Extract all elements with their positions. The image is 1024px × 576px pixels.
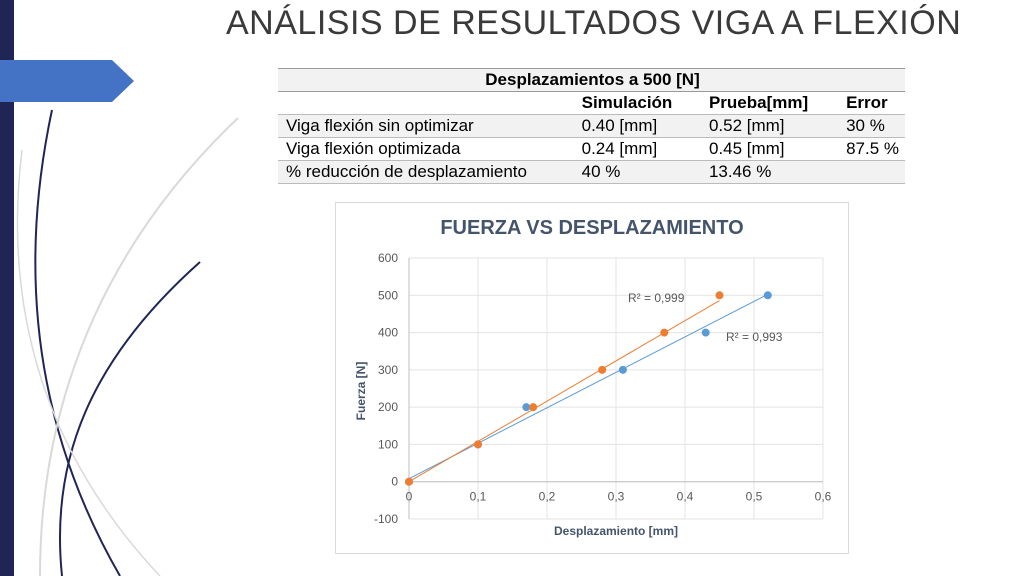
x-tick-label: 0,5 bbox=[746, 490, 763, 504]
data-point bbox=[660, 328, 669, 337]
decorative-swooshes bbox=[16, 109, 239, 576]
table-cell: 87.5 % bbox=[838, 137, 905, 161]
table-header: Desplazamientos a 500 [N] bbox=[278, 68, 905, 92]
table-cell bbox=[838, 160, 905, 184]
x-tick-label: 0,1 bbox=[470, 490, 487, 504]
x-tick-label: 0,4 bbox=[677, 490, 694, 504]
trendline bbox=[408, 293, 769, 480]
r-squared-annotation: R² = 0,993 bbox=[726, 330, 783, 344]
results-table: Desplazamientos a 500 [N] Simulación Pru… bbox=[278, 68, 905, 184]
table-column-headers: Simulación Prueba[mm] Error bbox=[278, 91, 905, 115]
chart-title: FUERZA VS DESPLAZAMIENTO bbox=[440, 217, 743, 239]
y-tick-label: 200 bbox=[378, 400, 398, 414]
x-tick-label: 0,6 bbox=[815, 490, 832, 504]
data-point bbox=[474, 440, 482, 449]
slide-title: ANÁLISIS DE RESULTADOS VIGA A FLEXIÓN bbox=[226, 4, 962, 42]
y-tick-label: 500 bbox=[378, 288, 398, 302]
data-point bbox=[598, 365, 607, 374]
data-point bbox=[522, 403, 531, 412]
table-cell: 0.45 [mm] bbox=[700, 137, 839, 161]
y-tick-label: 600 bbox=[378, 251, 398, 265]
x-tick-label: 0,3 bbox=[608, 490, 625, 504]
table-row: Viga flexión optimizada 0.24 [mm] 0.45 [… bbox=[278, 137, 905, 161]
plot-area: -100 0 100 200 300 400 500 600 0 0,1 0,2 0,3 0,4 0,5 0… bbox=[374, 251, 832, 526]
table-cell: 13.46 % bbox=[700, 160, 839, 184]
title-arrow-shape bbox=[0, 60, 134, 102]
table-cell: 0.40 [mm] bbox=[573, 114, 701, 138]
table-cell: Viga flexión optimizada bbox=[278, 137, 574, 161]
column-header: Simulación bbox=[573, 91, 701, 115]
data-point bbox=[618, 365, 627, 374]
column-header: Error bbox=[838, 91, 905, 115]
data-point bbox=[529, 403, 538, 412]
table-cell: 0.24 [mm] bbox=[573, 137, 701, 161]
column-header bbox=[278, 91, 574, 115]
table-cell: Viga flexión sin optimizar bbox=[278, 114, 574, 138]
x-axis-label: Desplazamiento [mm] bbox=[554, 524, 678, 538]
table-cell: 0.52 [mm] bbox=[700, 114, 839, 138]
table-row: Viga flexión sin optimizar 0.40 [mm] 0.5… bbox=[278, 114, 905, 138]
y-tick-label: 400 bbox=[378, 326, 398, 340]
scatter-chart: FUERZA VS DESPLAZAMIENTO Desplazamiento … bbox=[354, 217, 832, 538]
trendline bbox=[408, 300, 720, 483]
data-point bbox=[763, 291, 772, 300]
y-tick-label: -100 bbox=[374, 512, 398, 526]
y-tick-label: 100 bbox=[378, 437, 398, 451]
table-cell: % reducción de desplazamiento bbox=[278, 160, 574, 184]
table-cell: 40 % bbox=[573, 160, 701, 184]
table-row: % reducción de desplazamiento 40 % 13.46… bbox=[278, 160, 905, 184]
y-tick-label: 300 bbox=[378, 363, 398, 377]
table-cell: 30 % bbox=[838, 114, 905, 138]
data-point bbox=[715, 291, 724, 300]
chart-container: FUERZA VS DESPLAZAMIENTO Desplazamiento … bbox=[335, 202, 849, 554]
column-header: Prueba[mm] bbox=[700, 91, 839, 115]
y-axis-label: Fuerza [N] bbox=[354, 362, 368, 421]
data-point bbox=[405, 477, 413, 486]
x-tick-label: 0,2 bbox=[539, 490, 556, 504]
left-accent-bar bbox=[0, 0, 14, 576]
y-tick-label: 0 bbox=[391, 475, 398, 489]
data-point bbox=[701, 328, 710, 337]
x-tick-label: 0 bbox=[406, 490, 413, 504]
r-squared-annotation: R² = 0,999 bbox=[628, 291, 685, 305]
